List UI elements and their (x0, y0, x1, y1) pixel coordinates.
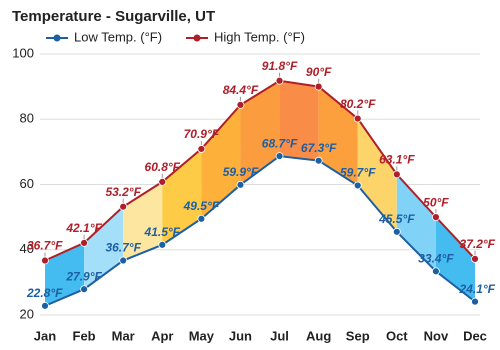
data-point (432, 267, 440, 276)
value-label: 33.4°F (418, 251, 454, 265)
data-point (80, 238, 88, 247)
data-point (236, 100, 245, 109)
data-point (471, 297, 479, 306)
data-point (158, 240, 167, 249)
value-label: 45.5°F (378, 212, 415, 226)
value-label: 36.7°F (105, 241, 141, 255)
data-point (41, 256, 49, 265)
data-point (314, 156, 323, 165)
value-label: 67.3°F (301, 141, 337, 155)
value-label: 24.1°F (459, 282, 496, 296)
range-band (162, 148, 202, 245)
range-band (45, 242, 85, 306)
data-point (432, 213, 440, 222)
x-tick-label: Jun (229, 328, 252, 343)
data-point (197, 145, 206, 153)
value-label: 27.9°F (65, 269, 102, 283)
x-tick-label: May (189, 328, 215, 343)
value-label: 90°F (306, 65, 332, 79)
data-point (353, 181, 362, 190)
value-label: 59.7°F (340, 166, 376, 180)
value-label: 91.8°F (262, 59, 298, 73)
legend-marker (53, 34, 61, 42)
data-point (471, 254, 479, 263)
data-point (353, 114, 362, 123)
y-tick-label: 60 (20, 176, 34, 191)
y-tick-label: 100 (12, 45, 34, 60)
range-band (240, 80, 280, 185)
x-tick-label: Nov (424, 328, 449, 343)
data-point (236, 180, 245, 189)
range-band (357, 118, 397, 232)
y-tick-label: 80 (20, 111, 34, 126)
data-point (275, 76, 284, 85)
range-band (435, 217, 475, 302)
x-tick-label: Jan (34, 328, 56, 343)
range-band (201, 104, 241, 219)
value-label: 37.2°F (460, 237, 496, 251)
value-label: 84.4°F (223, 83, 259, 97)
value-label: 41.5°F (144, 225, 181, 239)
legend-marker (193, 34, 201, 42)
data-point (41, 301, 49, 310)
series-line (44, 79, 476, 262)
x-tick-label: Dec (463, 328, 487, 343)
value-label: 53.2°F (105, 185, 141, 199)
x-tick-label: Aug (306, 328, 331, 343)
data-point (275, 152, 284, 161)
value-label: 50°F (423, 195, 449, 209)
value-label: 63.1°F (379, 153, 415, 167)
value-label: 68.7°F (262, 136, 298, 150)
value-label: 59.9°F (223, 165, 259, 179)
x-tick-label: Sep (346, 328, 370, 343)
series-line (44, 155, 476, 307)
value-label: 60.8°F (145, 160, 181, 174)
value-label: 49.5°F (183, 199, 220, 213)
value-label: 36.7°F (27, 239, 63, 253)
value-label: 22.8°F (26, 286, 63, 300)
data-point (119, 256, 128, 265)
value-label: 80.2°F (340, 97, 376, 111)
range-band (84, 206, 124, 290)
x-tick-label: Mar (112, 328, 135, 343)
data-point (392, 170, 401, 179)
x-tick-label: Oct (386, 328, 408, 343)
value-label: 42.1°F (65, 221, 102, 235)
legend-label: High Temp. (°F) (214, 29, 305, 44)
y-tick-label: 20 (20, 306, 34, 321)
range-band (279, 80, 319, 161)
range-band (396, 174, 436, 272)
data-point (119, 202, 128, 211)
legend-label: Low Temp. (°F) (74, 29, 162, 44)
x-tick-label: Apr (151, 328, 173, 343)
y-tick-label: 40 (20, 241, 34, 256)
data-point (80, 285, 88, 294)
x-tick-label: Feb (73, 328, 96, 343)
data-point (158, 177, 167, 186)
value-label: 70.9°F (184, 127, 220, 141)
chart-title: Temperature - Sugarville, UT (12, 8, 215, 25)
x-tick-label: Jul (270, 328, 289, 343)
data-point (314, 82, 323, 91)
data-point (392, 227, 401, 236)
data-point (197, 214, 206, 223)
